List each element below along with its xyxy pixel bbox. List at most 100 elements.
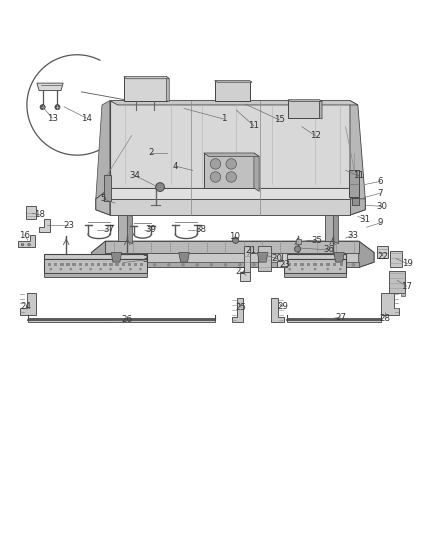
Polygon shape: [288, 100, 322, 101]
Circle shape: [281, 263, 284, 266]
Circle shape: [89, 268, 92, 270]
Bar: [320, 263, 323, 265]
Circle shape: [167, 263, 170, 266]
Text: 39: 39: [146, 225, 157, 235]
Circle shape: [233, 237, 239, 244]
Polygon shape: [349, 171, 359, 197]
Circle shape: [226, 172, 237, 182]
Circle shape: [210, 172, 221, 182]
Polygon shape: [272, 298, 284, 322]
Polygon shape: [127, 214, 133, 244]
Polygon shape: [285, 254, 346, 259]
Circle shape: [252, 263, 256, 266]
Text: 11: 11: [248, 122, 259, 131]
Polygon shape: [96, 101, 110, 199]
Polygon shape: [124, 77, 166, 101]
Polygon shape: [20, 293, 35, 314]
Text: 33: 33: [347, 231, 358, 239]
Polygon shape: [325, 214, 333, 241]
Text: 1: 1: [221, 115, 226, 124]
Text: 14: 14: [81, 114, 92, 123]
Text: 38: 38: [195, 225, 206, 235]
Circle shape: [99, 268, 102, 270]
Polygon shape: [334, 253, 344, 262]
Circle shape: [70, 268, 72, 270]
Text: 18: 18: [35, 211, 46, 220]
Circle shape: [309, 263, 313, 266]
Bar: [78, 263, 82, 265]
Polygon shape: [258, 246, 271, 271]
Text: 22: 22: [235, 267, 246, 276]
Polygon shape: [110, 101, 358, 105]
Polygon shape: [179, 253, 189, 262]
Circle shape: [124, 263, 128, 266]
Circle shape: [266, 263, 270, 266]
Text: 24: 24: [21, 302, 32, 311]
Bar: [300, 263, 304, 265]
Circle shape: [210, 263, 213, 266]
Polygon shape: [350, 188, 365, 215]
Circle shape: [79, 268, 82, 270]
Bar: [91, 263, 94, 265]
Circle shape: [226, 159, 237, 169]
Polygon shape: [18, 235, 35, 247]
Text: 36: 36: [324, 245, 335, 254]
Polygon shape: [166, 77, 169, 101]
Text: 23: 23: [279, 260, 290, 269]
Polygon shape: [359, 241, 374, 268]
Bar: [287, 263, 290, 265]
Polygon shape: [110, 101, 350, 188]
Polygon shape: [204, 153, 259, 157]
Polygon shape: [244, 246, 251, 272]
Bar: [48, 263, 51, 265]
Polygon shape: [390, 251, 403, 268]
Polygon shape: [285, 273, 346, 277]
Circle shape: [238, 263, 242, 266]
Circle shape: [49, 268, 52, 270]
Polygon shape: [92, 241, 374, 268]
Polygon shape: [26, 206, 36, 220]
Text: 6: 6: [378, 177, 383, 186]
Circle shape: [294, 246, 300, 252]
Circle shape: [210, 159, 221, 169]
Text: 20: 20: [272, 254, 283, 263]
Polygon shape: [118, 214, 127, 241]
Circle shape: [129, 268, 132, 270]
Polygon shape: [389, 293, 394, 296]
Circle shape: [28, 244, 30, 246]
Bar: [140, 263, 144, 265]
Bar: [313, 263, 317, 265]
Bar: [122, 263, 125, 265]
Text: 3: 3: [142, 255, 148, 264]
Text: 37: 37: [103, 225, 114, 235]
Text: 7: 7: [378, 189, 383, 198]
Polygon shape: [92, 241, 106, 268]
Text: 34: 34: [130, 171, 141, 180]
Polygon shape: [111, 253, 122, 262]
Polygon shape: [104, 175, 111, 201]
Polygon shape: [110, 188, 350, 199]
Text: 9: 9: [378, 219, 383, 228]
Polygon shape: [124, 77, 169, 79]
Bar: [72, 263, 76, 265]
Circle shape: [323, 263, 327, 266]
Text: 11: 11: [353, 171, 364, 180]
Circle shape: [153, 263, 156, 266]
Polygon shape: [44, 254, 147, 259]
Circle shape: [326, 268, 329, 270]
Text: 25: 25: [236, 303, 247, 312]
Bar: [293, 263, 297, 265]
Text: 17: 17: [401, 281, 412, 290]
Polygon shape: [389, 271, 405, 293]
Bar: [326, 263, 330, 265]
Text: 5: 5: [101, 195, 106, 203]
Bar: [307, 263, 310, 265]
Text: 27: 27: [335, 313, 346, 321]
Bar: [128, 263, 131, 265]
Bar: [115, 263, 119, 265]
Polygon shape: [333, 214, 339, 244]
Circle shape: [352, 263, 355, 266]
Polygon shape: [254, 153, 259, 191]
Bar: [54, 263, 57, 265]
Polygon shape: [232, 298, 243, 322]
